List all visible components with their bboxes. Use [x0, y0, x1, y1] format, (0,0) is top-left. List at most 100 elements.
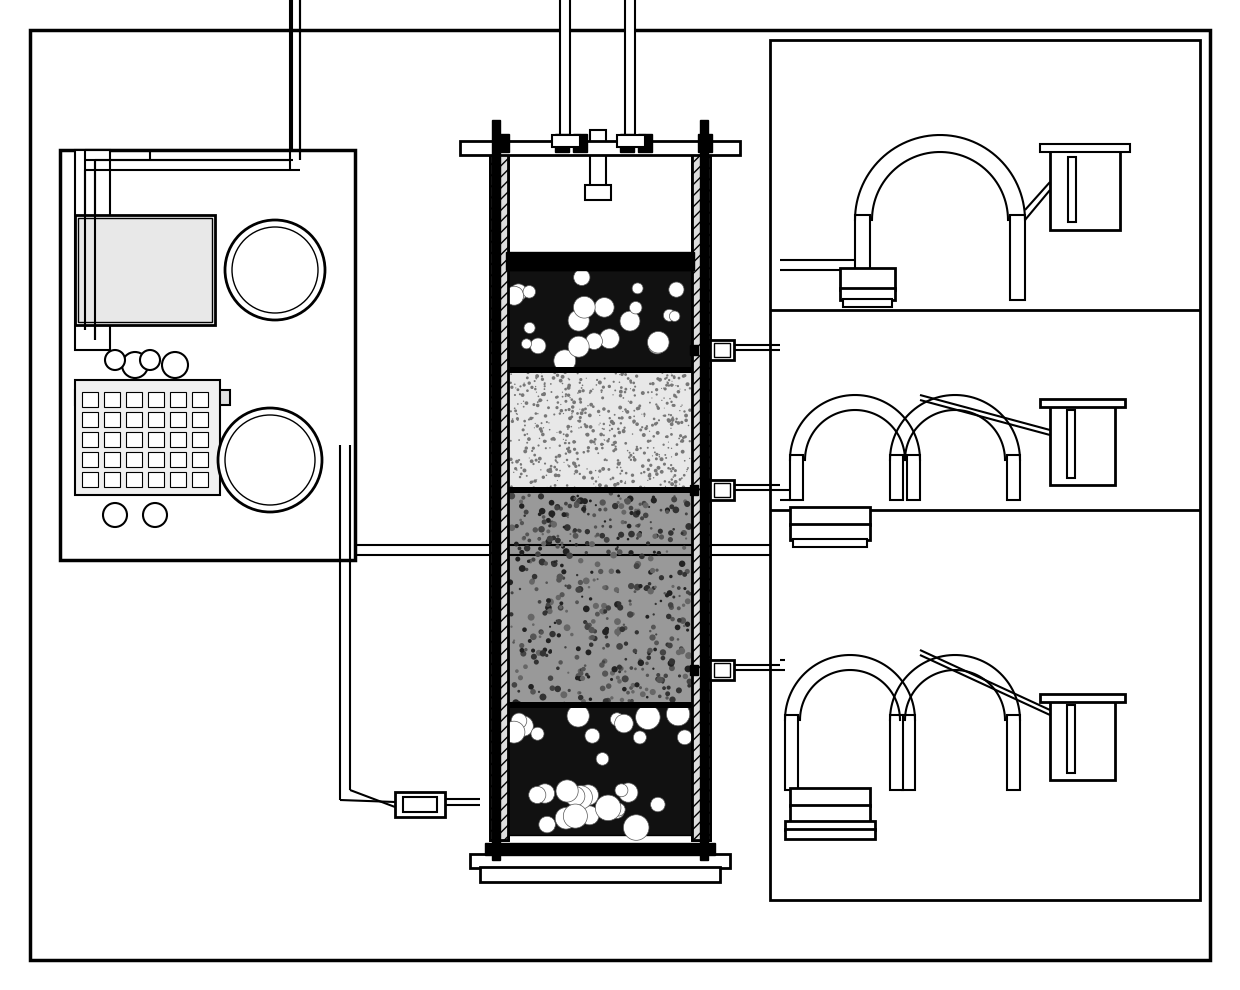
Circle shape	[567, 425, 570, 429]
Circle shape	[520, 521, 525, 526]
Circle shape	[593, 636, 598, 642]
Circle shape	[627, 456, 631, 458]
Circle shape	[655, 457, 658, 460]
Circle shape	[641, 464, 645, 468]
Circle shape	[624, 498, 631, 505]
Circle shape	[523, 401, 525, 402]
Circle shape	[584, 551, 588, 554]
Circle shape	[568, 448, 569, 450]
Circle shape	[608, 438, 610, 440]
Circle shape	[681, 421, 683, 424]
Circle shape	[611, 428, 614, 430]
Circle shape	[526, 442, 528, 444]
Circle shape	[593, 578, 595, 581]
Circle shape	[677, 570, 683, 575]
Circle shape	[548, 471, 551, 473]
Circle shape	[591, 619, 595, 624]
Circle shape	[521, 467, 522, 469]
Circle shape	[513, 640, 515, 642]
Circle shape	[560, 375, 564, 379]
Circle shape	[539, 430, 543, 433]
Circle shape	[567, 393, 570, 397]
Circle shape	[564, 409, 567, 411]
Circle shape	[567, 448, 568, 450]
Circle shape	[636, 446, 639, 448]
Circle shape	[655, 534, 658, 538]
Circle shape	[620, 386, 622, 389]
Circle shape	[666, 402, 668, 405]
Circle shape	[521, 650, 526, 656]
Circle shape	[668, 665, 675, 671]
Circle shape	[656, 431, 660, 435]
Circle shape	[523, 664, 528, 669]
Circle shape	[668, 282, 684, 297]
Circle shape	[687, 467, 689, 469]
Circle shape	[603, 435, 605, 437]
Circle shape	[629, 686, 632, 690]
Circle shape	[605, 605, 611, 611]
Circle shape	[568, 417, 572, 420]
Circle shape	[644, 586, 647, 591]
Circle shape	[600, 443, 604, 446]
Circle shape	[580, 427, 582, 429]
Circle shape	[629, 550, 634, 555]
Circle shape	[556, 396, 558, 399]
Circle shape	[562, 569, 567, 574]
Circle shape	[627, 449, 629, 451]
Circle shape	[671, 617, 675, 622]
Circle shape	[599, 662, 605, 668]
Circle shape	[511, 626, 512, 628]
Circle shape	[684, 501, 691, 507]
Circle shape	[658, 695, 662, 698]
Circle shape	[629, 603, 632, 606]
Circle shape	[618, 571, 620, 573]
Circle shape	[574, 544, 578, 546]
Circle shape	[644, 416, 645, 417]
Circle shape	[619, 666, 624, 671]
Circle shape	[552, 516, 553, 518]
Circle shape	[551, 561, 554, 564]
Circle shape	[670, 637, 675, 642]
Bar	[74, 390, 229, 405]
Circle shape	[587, 468, 588, 469]
Circle shape	[589, 499, 591, 502]
Circle shape	[552, 437, 556, 441]
Circle shape	[590, 570, 594, 574]
Bar	[573, 134, 587, 152]
Circle shape	[663, 387, 667, 390]
Circle shape	[515, 467, 517, 470]
Circle shape	[627, 699, 631, 703]
Circle shape	[547, 406, 551, 409]
Circle shape	[593, 388, 594, 390]
Circle shape	[557, 577, 562, 583]
Circle shape	[541, 422, 543, 424]
Circle shape	[676, 444, 678, 446]
Circle shape	[568, 310, 589, 331]
Circle shape	[513, 542, 518, 546]
Bar	[620, 134, 634, 152]
Circle shape	[582, 389, 585, 392]
Circle shape	[614, 414, 615, 416]
Circle shape	[683, 410, 686, 413]
Circle shape	[632, 456, 635, 458]
Circle shape	[563, 413, 564, 414]
Circle shape	[677, 377, 681, 379]
Circle shape	[582, 699, 585, 704]
Circle shape	[641, 391, 645, 395]
Circle shape	[538, 600, 542, 604]
Circle shape	[584, 425, 587, 427]
Circle shape	[567, 386, 570, 390]
Circle shape	[651, 424, 653, 427]
Circle shape	[630, 453, 632, 456]
Circle shape	[557, 401, 559, 404]
Circle shape	[653, 477, 655, 478]
Circle shape	[562, 512, 567, 517]
Bar	[839, 288, 895, 300]
Circle shape	[528, 786, 546, 804]
Circle shape	[601, 446, 604, 449]
Circle shape	[517, 419, 518, 421]
Circle shape	[665, 510, 670, 514]
Circle shape	[528, 559, 532, 563]
Circle shape	[671, 496, 677, 503]
Circle shape	[574, 469, 578, 473]
